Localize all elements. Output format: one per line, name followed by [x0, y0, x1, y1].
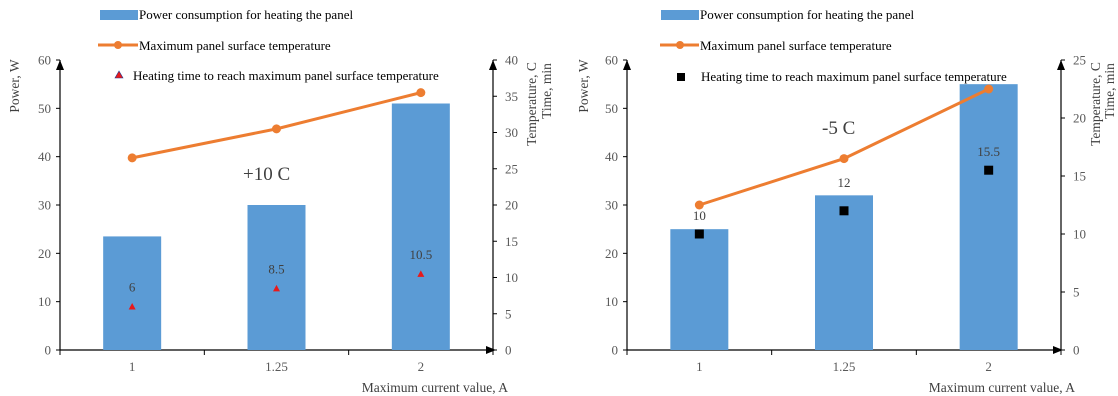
- y-left-tick-label: 10: [38, 294, 51, 309]
- y-right-tick-label: 15: [505, 234, 518, 249]
- y-right-tick-label: 15: [1073, 169, 1086, 184]
- y-axis-right-title-time: Time, min: [539, 63, 554, 119]
- legend-swatch-line-marker: [676, 41, 684, 49]
- y-right-tick-label: 5: [1073, 285, 1080, 300]
- y-right-tick-label: 35: [505, 89, 518, 104]
- y-left-tick-label: 0: [612, 343, 619, 358]
- y-right-tick-label: 20: [1073, 111, 1086, 126]
- temperature-annotation: -5 C: [822, 118, 855, 139]
- y-left-tick-label: 60: [38, 53, 51, 68]
- y-left-tick-label: 0: [45, 343, 52, 358]
- legend-label-line: Maximum panel surface temperature: [700, 38, 892, 53]
- legend-left: Power consumption for heating the panel …: [98, 7, 439, 83]
- legend-swatch-bar: [100, 10, 138, 20]
- time-marker: [417, 270, 425, 277]
- y-right-tick-label: 0: [1073, 343, 1080, 358]
- bar: [815, 195, 873, 350]
- legend-right: Power consumption for heating the panel …: [660, 7, 1007, 84]
- y-left-tick-label: 10: [605, 294, 618, 309]
- x-axis-title: Maximum current value, A: [362, 380, 508, 395]
- y-right-tick-label: 20: [505, 198, 518, 213]
- legend-swatch-line-marker: [114, 41, 122, 49]
- temperature-point: [839, 154, 849, 164]
- y-left-tick-label: 30: [38, 198, 51, 213]
- time-data-label: 8.5: [268, 261, 284, 276]
- y-right-tick-label: 40: [505, 53, 518, 68]
- legend-label-bar: Power consumption for heating the panel: [139, 7, 353, 22]
- x-axis-arrow: [1053, 346, 1063, 354]
- legend-swatch-triangle-marker: [114, 70, 124, 79]
- y-axis-right-title-temperature: Temperature, C: [1088, 62, 1103, 146]
- legend-label-line: Maximum panel surface temperature: [139, 38, 331, 53]
- legend-label-marker: Heating time to reach maximum panel surf…: [133, 68, 439, 83]
- y-axis-left-arrow: [623, 60, 631, 70]
- y-right-tick-label: 25: [505, 161, 518, 176]
- x-axis-title: Maximum current value, A: [929, 380, 1075, 395]
- y-left-tick-label: 60: [605, 53, 618, 68]
- y-axis-left-arrow: [56, 60, 64, 70]
- left-chart-ticks: 0 10 20 30 40 50 60 0 5 10 15 20 25 30 35 40 1 1.25 2: [38, 53, 518, 375]
- legend-swatch-square-marker: [677, 73, 685, 81]
- x-axis-arrow: [486, 346, 496, 354]
- x-tick-label: 2: [418, 359, 425, 374]
- x-tick-label: 2: [985, 359, 992, 374]
- y-axis-right-arrow: [1057, 60, 1065, 70]
- y-axis-left-title: Power, W: [576, 59, 591, 112]
- legend-swatch-bar: [661, 10, 699, 20]
- y-left-tick-label: 20: [605, 246, 618, 261]
- y-right-tick-label: 0: [505, 343, 512, 358]
- bar: [670, 229, 729, 350]
- time-marker: [128, 303, 136, 310]
- y-axis-left-title: Power, W: [7, 59, 22, 112]
- time-data-label: 10.5: [409, 247, 432, 262]
- time-marker: [839, 206, 849, 216]
- bar: [391, 103, 450, 350]
- time-data-label: 6: [129, 280, 136, 295]
- temperature-point: [272, 124, 281, 134]
- x-tick-label: 1: [129, 359, 136, 374]
- y-left-tick-label: 50: [605, 101, 618, 116]
- left-chart-marks: 6 8.5 10.5: [103, 88, 450, 350]
- y-axis-right-title-time: Time, min: [1102, 63, 1117, 119]
- legend-label-bar: Power consumption for heating the panel: [700, 7, 914, 22]
- chart-right: Power consumption for heating the panel …: [576, 7, 1117, 395]
- y-left-tick-label: 20: [38, 246, 51, 261]
- temperature-point: [127, 153, 137, 163]
- y-left-tick-label: 40: [605, 149, 618, 164]
- time-data-label: 12: [838, 175, 851, 190]
- y-left-tick-label: 40: [38, 149, 51, 164]
- y-right-tick-label: 10: [1073, 227, 1086, 242]
- time-data-label: 15.5: [977, 144, 1000, 159]
- y-left-tick-label: 50: [38, 101, 51, 116]
- time-marker: [273, 284, 280, 292]
- right-chart-marks: 10 12 15.5: [670, 84, 1018, 351]
- temperature-point: [416, 88, 426, 98]
- bar: [247, 205, 306, 350]
- temperature-annotation: +10 C: [243, 164, 290, 185]
- x-tick-label: 1.25: [265, 359, 288, 374]
- y-right-tick-label: 5: [505, 306, 512, 321]
- right-chart-ticks: 0 10 20 30 40 50 60 0 5 10 15 20 25 1 1.25 2: [605, 53, 1086, 375]
- chart-left: Power consumption for heating the panel …: [7, 7, 554, 395]
- time-marker: [984, 165, 994, 175]
- time-marker: [694, 229, 704, 239]
- bar: [959, 84, 1018, 351]
- bar: [103, 236, 162, 350]
- x-tick-label: 1: [696, 359, 703, 374]
- legend-label-marker: Heating time to reach maximum panel surf…: [701, 69, 1007, 84]
- y-axis-right-arrow: [489, 60, 497, 70]
- y-right-tick-label: 10: [505, 270, 518, 285]
- y-right-tick-label: 25: [1073, 53, 1086, 68]
- temperature-point: [984, 84, 994, 94]
- temperature-point: [694, 200, 704, 210]
- time-data-label: 10: [693, 208, 706, 223]
- y-left-tick-label: 30: [605, 198, 618, 213]
- y-axis-right-title-temperature: Temperature, C: [524, 62, 539, 146]
- y-right-tick-label: 30: [505, 125, 518, 140]
- x-tick-label: 1.25: [833, 359, 856, 374]
